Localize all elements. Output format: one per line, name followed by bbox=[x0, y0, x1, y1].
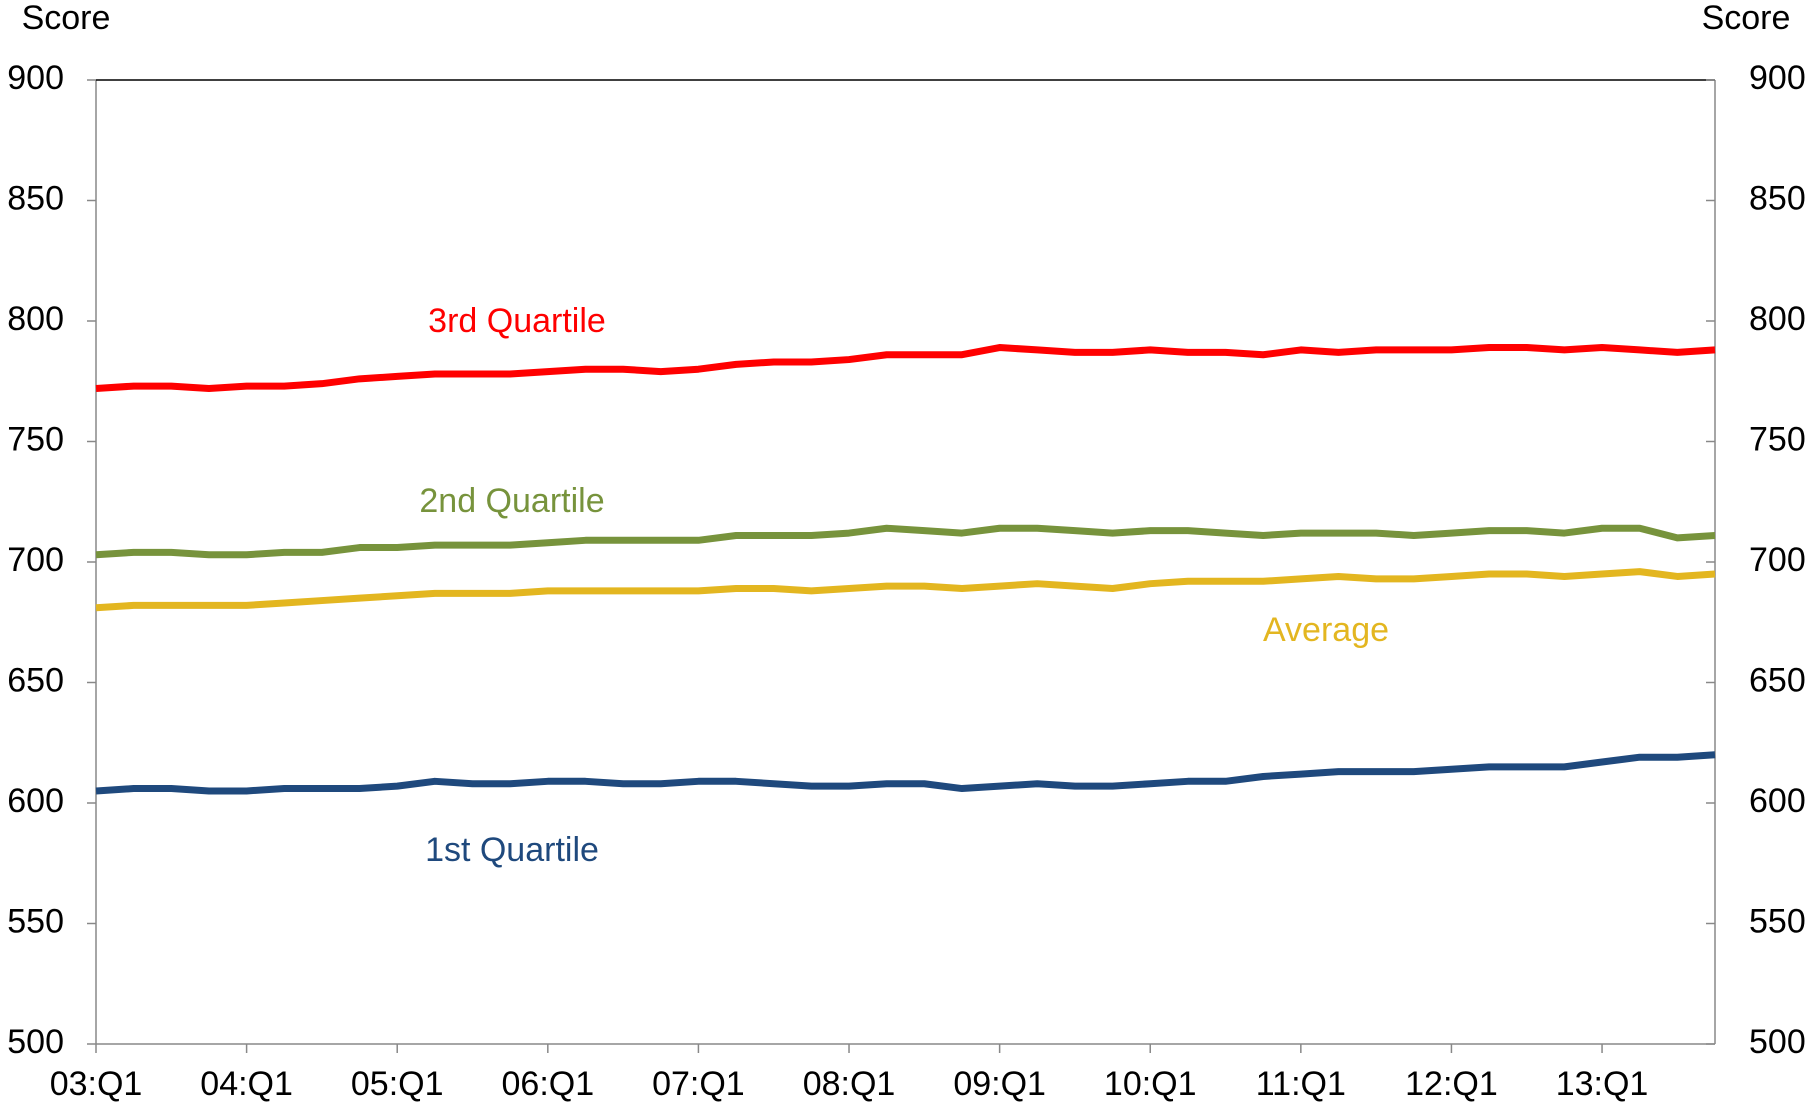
series-label: 1st Quartile bbox=[425, 831, 599, 869]
x-tick-label: 12:Q1 bbox=[1405, 1065, 1498, 1103]
y-tick-label: 850 bbox=[7, 179, 64, 217]
y-tick-label: 650 bbox=[7, 661, 64, 699]
series-label: Average bbox=[1263, 611, 1389, 649]
x-tick-label: 11:Q1 bbox=[1256, 1065, 1346, 1103]
y2-tick-label: 850 bbox=[1749, 179, 1806, 217]
y-tick-label: 900 bbox=[7, 59, 64, 97]
x-tick-label: 05:Q1 bbox=[351, 1065, 444, 1103]
x-tick-label: 06:Q1 bbox=[502, 1065, 595, 1103]
series-line bbox=[95, 344, 1716, 392]
x-tick-label: 03:Q1 bbox=[50, 1065, 143, 1103]
y2-tick-label: 600 bbox=[1749, 782, 1806, 820]
y-tick-label: 600 bbox=[7, 782, 64, 820]
y-axis-label: Score bbox=[22, 0, 111, 37]
y2-tick-label: 550 bbox=[1749, 902, 1806, 940]
y-tick-label: 800 bbox=[7, 300, 64, 338]
y2-tick-label: 750 bbox=[1749, 420, 1806, 458]
y2-tick-label: 500 bbox=[1749, 1023, 1806, 1061]
series-label: 2nd Quartile bbox=[419, 482, 604, 520]
x-tick-label: 08:Q1 bbox=[803, 1065, 896, 1103]
y2-tick-label: 900 bbox=[1749, 59, 1806, 97]
series-line bbox=[95, 751, 1716, 795]
y2-tick-label: 700 bbox=[1749, 541, 1806, 579]
y2-axis-label: Score bbox=[1702, 0, 1791, 37]
series-label: 3rd Quartile bbox=[428, 302, 606, 340]
x-tick-label: 09:Q1 bbox=[953, 1065, 1046, 1103]
y-tick-label: 750 bbox=[7, 420, 64, 458]
y-tick-label: 500 bbox=[7, 1023, 64, 1061]
series-line bbox=[95, 568, 1716, 612]
y2-tick-label: 650 bbox=[1749, 661, 1806, 699]
y-tick-label: 700 bbox=[7, 541, 64, 579]
series-line bbox=[95, 524, 1716, 559]
x-tick-label: 13:Q1 bbox=[1556, 1065, 1649, 1103]
x-tick-label: 10:Q1 bbox=[1104, 1065, 1197, 1103]
y-tick-label: 550 bbox=[7, 902, 64, 940]
x-tick-label: 07:Q1 bbox=[652, 1065, 745, 1103]
y2-tick-label: 800 bbox=[1749, 300, 1806, 338]
x-tick-label: 04:Q1 bbox=[200, 1065, 293, 1103]
